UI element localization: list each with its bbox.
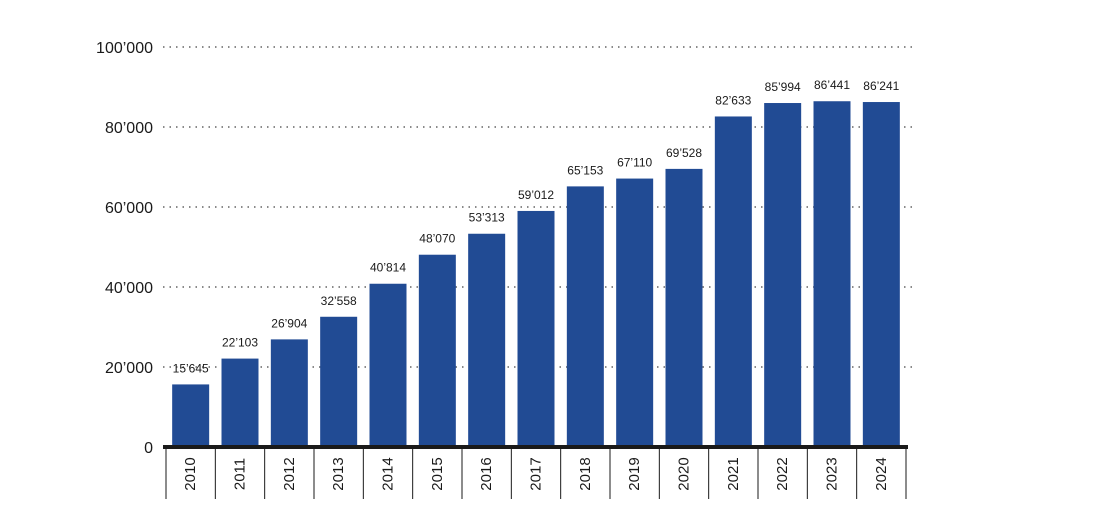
data-labels: 15’645 22’103 26’904 32’558 40’814 48’070 53’3…: [173, 78, 900, 375]
y-tick-label: 40’000: [105, 280, 153, 297]
x-tick-label: 2012: [281, 457, 298, 490]
x-tick-label: 2016: [478, 457, 495, 490]
bar-2021: [714, 116, 752, 447]
x-tick-label: 2010: [182, 457, 199, 490]
bar-2010: [172, 384, 210, 447]
x-tick-label: 2022: [774, 457, 791, 490]
x-tick-label: 2020: [676, 457, 693, 490]
y-tick-label: 100’000: [96, 40, 153, 57]
x-tick-label: 2019: [626, 457, 643, 490]
y-tick-label: 80’000: [105, 120, 153, 137]
data-label-2023: 86’441: [814, 78, 850, 92]
data-label-2020: 69’528: [666, 146, 702, 160]
x-tick-label: 2024: [873, 457, 890, 490]
data-label-2013: 32’558: [321, 294, 357, 308]
x-tick-label: 2021: [725, 457, 742, 490]
x-tick-label: 2014: [380, 457, 397, 490]
x-tick-label: 2018: [577, 457, 594, 490]
x-tick-label: 2011: [232, 458, 249, 490]
data-label-2018: 65’153: [567, 163, 603, 177]
bar-2023: [813, 101, 851, 448]
bars: [172, 101, 900, 448]
bar-2012: [270, 339, 308, 447]
bar-2024: [862, 102, 900, 447]
data-label-2014: 40’814: [370, 261, 406, 275]
bar-2017: [517, 210, 555, 447]
data-label-2015: 48’070: [419, 232, 455, 246]
data-label-2019: 67’110: [617, 156, 652, 170]
data-label-2017: 59’012: [518, 188, 554, 202]
bar-2011: [221, 358, 259, 447]
bar-2018: [566, 186, 604, 447]
data-label-2022: 85’994: [765, 80, 801, 94]
x-tick-label: 2013: [330, 457, 347, 490]
bar-2020: [665, 168, 703, 447]
data-label-2011: 22’103: [222, 336, 258, 350]
bar-2016: [468, 233, 506, 447]
axes: 0 20’000 40’000 60’000 80’000 100’000 2010 2011…: [96, 40, 908, 499]
x-tick-label: 2023: [824, 457, 841, 490]
x-tick-label: 2015: [429, 457, 446, 490]
bar-2014: [369, 283, 407, 447]
bar-2015: [418, 254, 456, 447]
y-tick-label: 0: [144, 440, 153, 457]
data-label-2024: 86’241: [863, 79, 899, 93]
bar-2019: [616, 178, 654, 447]
y-tick-label: 60’000: [105, 200, 153, 217]
bar-2022: [764, 103, 802, 448]
data-label-2012: 26’904: [271, 316, 307, 330]
data-label-2021: 82’633: [715, 93, 751, 107]
data-label-2016: 53’313: [469, 211, 505, 225]
bar-2013: [320, 316, 358, 447]
y-tick-label: 20’000: [105, 360, 153, 377]
x-tick-label: 2017: [528, 457, 545, 490]
data-label-2010: 15’645: [173, 361, 209, 375]
